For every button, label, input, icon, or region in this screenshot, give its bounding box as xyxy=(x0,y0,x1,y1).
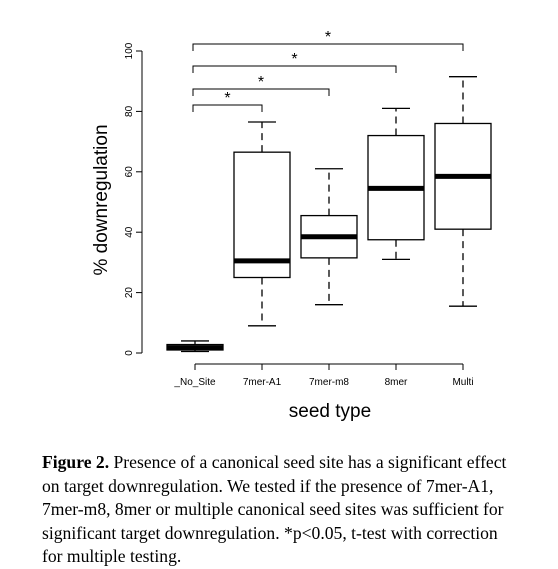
bracket-7mer-a1: * xyxy=(192,90,263,112)
bracket-multi: * xyxy=(192,29,464,51)
bracket-line xyxy=(192,104,263,112)
caption-line-4: significant target downregulation. *p<0.… xyxy=(42,522,498,543)
x-axis-title: seed type xyxy=(289,401,371,422)
significance-star: * xyxy=(291,51,297,68)
box-7mer-m8 xyxy=(300,168,358,306)
bracket-7mer-m8: * xyxy=(192,74,330,96)
significance-star: * xyxy=(325,29,331,46)
x-tick-label: Multi xyxy=(452,377,473,388)
bracket-line xyxy=(192,88,330,96)
y-tick-label: 20 xyxy=(124,287,135,299)
y-axis-title: % downregulation xyxy=(91,124,112,275)
x-tick-label: 7mer-m8 xyxy=(309,377,349,388)
box-7mer-a1 xyxy=(233,121,291,327)
y-tick-label: 0 xyxy=(124,350,135,356)
caption-line-2: on target downregulation. We tested if t… xyxy=(42,475,494,496)
boxes xyxy=(166,76,492,353)
x-tick-label: _No_Site xyxy=(173,377,216,388)
figure-caption: Figure 2. Presence of a canonical seed s… xyxy=(42,451,558,569)
caption-line-5: for multiple testing. xyxy=(42,546,182,566)
bracket-line xyxy=(192,43,464,51)
x-axis: _No_Site 7mer-A1 7mer-m8 8mer Multi xyxy=(173,363,474,388)
caption-label: Figure 2. xyxy=(42,452,110,472)
bracket-8mer: * xyxy=(192,51,397,73)
box-multi xyxy=(434,76,492,307)
iqr-box xyxy=(233,151,291,279)
y-tick-label: 100 xyxy=(124,42,135,59)
x-tick-label: 8mer xyxy=(385,377,408,388)
box-plot: 0 20 40 60 80 100 * * * * _No_Site 7mer-A1 7mer-m8… xyxy=(91,29,492,422)
caption-line-3: 7mer-m8, 8mer or multiple canonical seed… xyxy=(42,499,504,519)
box-8mer xyxy=(367,107,425,261)
significance-star: * xyxy=(258,74,264,91)
caption-line-1: Presence of a canonical seed site has a … xyxy=(109,452,507,472)
box--no-site xyxy=(166,340,224,353)
y-tick-label: 80 xyxy=(124,105,135,117)
y-tick-label: 60 xyxy=(124,166,135,178)
significance-star: * xyxy=(224,90,230,107)
significance-brackets: * * * * xyxy=(192,29,464,112)
y-tick-label: 40 xyxy=(124,226,135,238)
y-axis: 0 20 40 60 80 100 xyxy=(124,42,143,356)
x-tick-label: 7mer-A1 xyxy=(243,377,282,388)
bracket-line xyxy=(192,65,397,73)
